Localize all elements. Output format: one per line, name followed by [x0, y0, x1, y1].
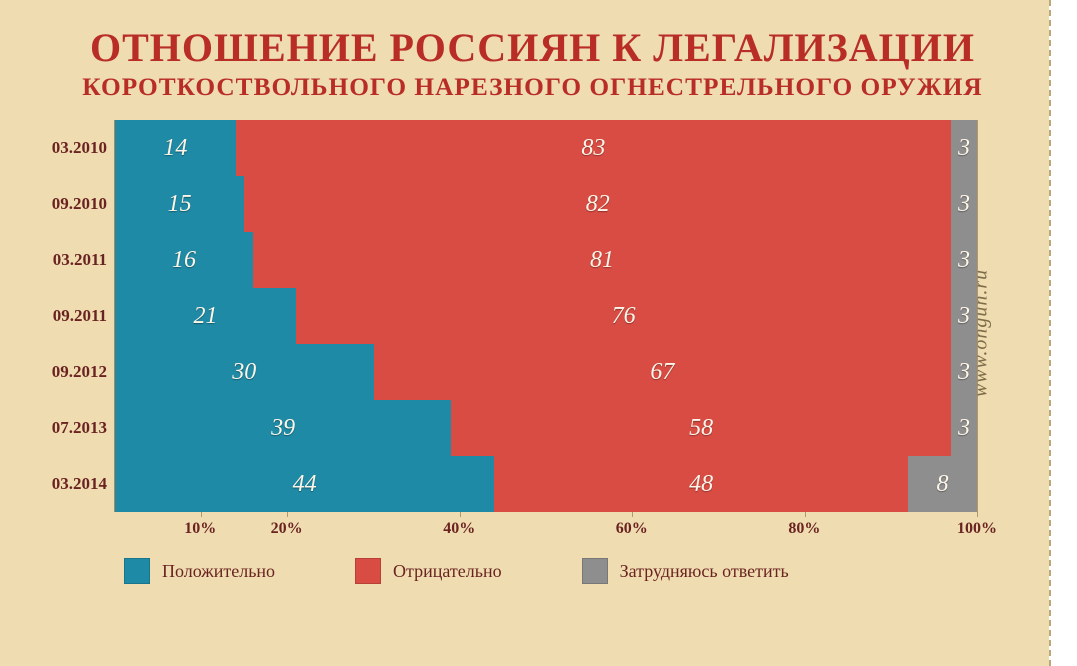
y-axis-label: 09.2011	[43, 306, 107, 326]
infographic-page: www.ongun.ru Отношение россиян к легализ…	[0, 0, 1077, 666]
bar-segment-dk: 3	[951, 344, 977, 400]
legend-label-positive: Положительно	[162, 561, 275, 582]
bar-row: 03.201014833	[115, 120, 977, 176]
bar-row: 03.201444488	[115, 456, 977, 512]
chart-area: 03.20101483309.20101582303.20111681309.2…	[114, 120, 977, 512]
y-axis-label: 07.2013	[43, 418, 107, 438]
bar-segment-neg: 58	[451, 400, 951, 456]
bar-segment-dk: 8	[908, 456, 977, 512]
y-axis-label: 09.2010	[43, 194, 107, 214]
bar-row: 07.201339583	[115, 400, 977, 456]
legend-swatch-positive	[124, 558, 150, 584]
legend-item-positive: Положительно	[124, 558, 275, 584]
bar-segment-pos: 39	[115, 400, 451, 456]
bar-row: 03.201116813	[115, 232, 977, 288]
plot-area: 03.20101483309.20101582303.20111681309.2…	[114, 120, 977, 512]
bar-row: 09.201015823	[115, 176, 977, 232]
ticket-perforation	[1049, 0, 1077, 666]
legend: Положительно Отрицательно Затрудняюсь от…	[124, 558, 1017, 584]
bar-segment-pos: 16	[115, 232, 253, 288]
bar-segment-neg: 81	[253, 232, 951, 288]
bar-row: 09.201121763	[115, 288, 977, 344]
bar-segment-neg: 48	[494, 456, 908, 512]
x-axis-label: 80%	[788, 520, 820, 538]
bar-segment-dk: 3	[951, 288, 977, 344]
bar-segment-dk: 3	[951, 120, 977, 176]
legend-item-dontknow: Затрудняюсь ответить	[582, 558, 789, 584]
bar-segment-neg: 83	[236, 120, 951, 176]
chart-title: Отношение россиян к легализации	[48, 24, 1017, 71]
y-axis-label: 03.2014	[43, 474, 107, 494]
bar-segment-neg: 67	[374, 344, 952, 400]
bar-segment-dk: 3	[951, 176, 977, 232]
chart-subtitle: короткоствольного нарезного огнестрельно…	[48, 73, 1017, 102]
bar-segment-pos: 15	[115, 176, 244, 232]
bar-segment-dk: 3	[951, 232, 977, 288]
y-axis-label: 09.2012	[43, 362, 107, 382]
bar-segment-pos: 30	[115, 344, 374, 400]
x-axis-label: 60%	[616, 520, 648, 538]
bar-segment-pos: 44	[115, 456, 494, 512]
legend-label-negative: Отрицательно	[393, 561, 502, 582]
bar-row: 09.201230673	[115, 344, 977, 400]
y-axis-label: 03.2011	[43, 250, 107, 270]
bar-segment-pos: 14	[115, 120, 236, 176]
x-axis-label: 100%	[957, 520, 997, 538]
x-axis-label: 20%	[271, 520, 303, 538]
legend-label-dontknow: Затрудняюсь ответить	[620, 561, 789, 582]
bar-segment-pos: 21	[115, 288, 296, 344]
bar-segment-neg: 76	[296, 288, 951, 344]
x-axis-label: 10%	[184, 520, 216, 538]
legend-swatch-negative	[355, 558, 381, 584]
legend-item-negative: Отрицательно	[355, 558, 502, 584]
y-axis-label: 03.2010	[43, 138, 107, 158]
legend-swatch-dontknow	[582, 558, 608, 584]
x-axis-label: 40%	[443, 520, 475, 538]
bar-segment-neg: 82	[244, 176, 951, 232]
bar-segment-dk: 3	[951, 400, 977, 456]
